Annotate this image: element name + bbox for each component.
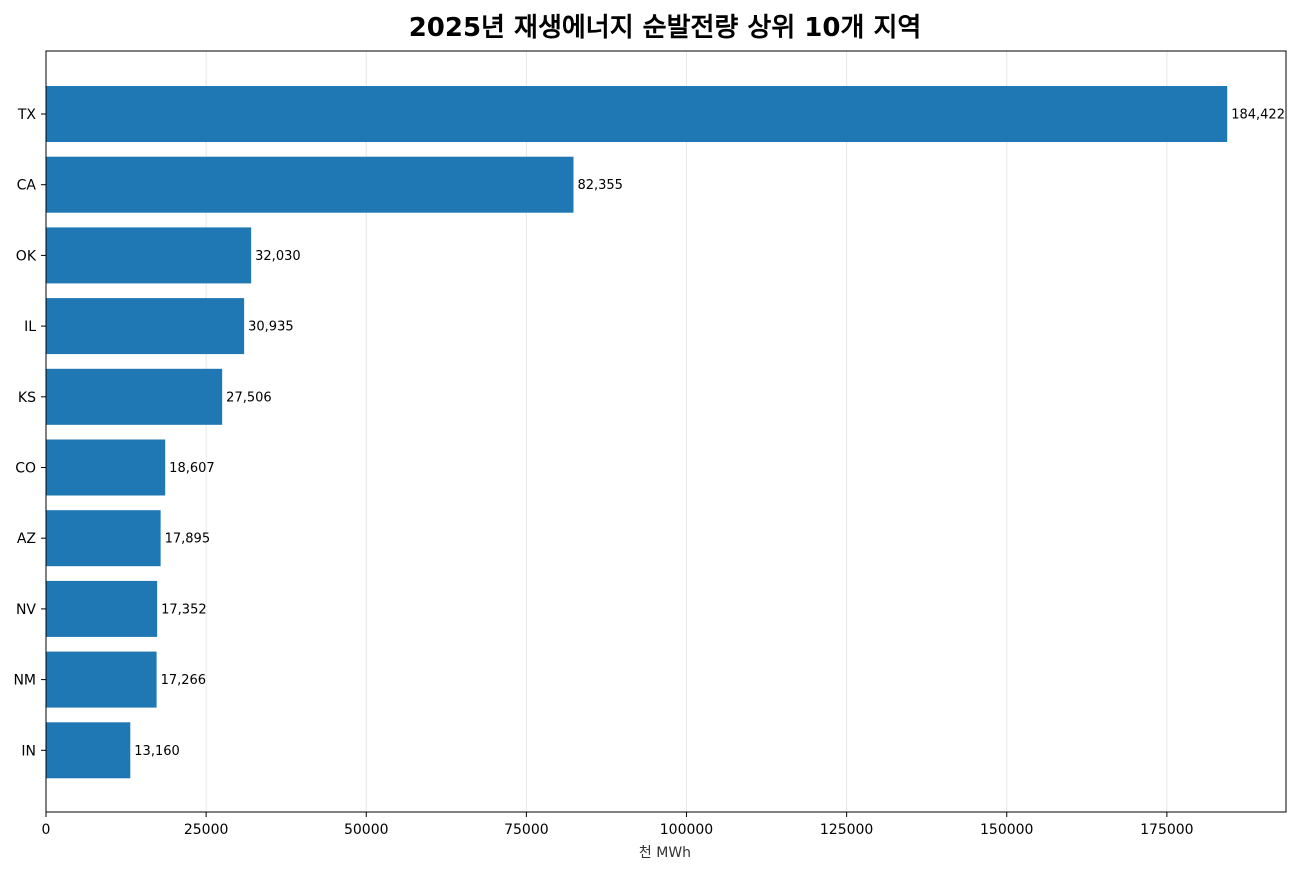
- y-axis-ticks: TX CA OK IL KS CO AZ NV NM IN: [13, 107, 46, 759]
- bar-nm: [46, 651, 157, 708]
- data-labels: 184,422 82,355 32,030 30,935 27,506 18,607 17,…: [134, 108, 1285, 759]
- y-tick-label-in: IN: [21, 743, 36, 759]
- y-tick-label-tx: TX: [17, 107, 37, 123]
- bar-co: [46, 439, 166, 496]
- data-label-il: 30,935: [248, 320, 294, 335]
- data-label-tx: 184,422: [1231, 108, 1285, 123]
- bar-ks: [46, 368, 223, 425]
- y-tick-label-nv: NV: [16, 602, 36, 618]
- data-label-nv: 17,352: [161, 602, 207, 617]
- data-label-az: 17,895: [165, 532, 211, 547]
- x-axis-label: 천 MWh: [639, 845, 691, 861]
- data-label-co: 18,607: [169, 461, 215, 476]
- y-tick-label-co: CO: [15, 461, 36, 477]
- x-tick-label: 75000: [504, 822, 549, 838]
- data-label-ks: 27,506: [226, 390, 272, 405]
- y-tick-label-az: AZ: [17, 531, 36, 547]
- data-label-in: 13,160: [134, 744, 180, 759]
- data-label-ok: 32,030: [255, 249, 300, 264]
- bar-in: [46, 722, 131, 779]
- bars: [46, 86, 1228, 779]
- x-tick-label: 175000: [1140, 822, 1193, 838]
- data-label-ca: 82,355: [577, 178, 623, 193]
- x-tick-label: 125000: [820, 822, 873, 838]
- y-tick-label-ks: KS: [18, 390, 36, 406]
- y-tick-label-nm: NM: [13, 673, 36, 689]
- y-tick-label-ca: CA: [17, 178, 37, 194]
- y-tick-label-il: IL: [24, 319, 36, 335]
- x-tick-label: 50000: [344, 822, 389, 838]
- bar-az: [46, 510, 161, 567]
- x-tick-label: 100000: [660, 822, 713, 838]
- bar-ok: [46, 227, 252, 284]
- data-label-nm: 17,266: [161, 673, 207, 688]
- chart-title: 2025년 재생에너지 순발전량 상위 10개 지역: [409, 13, 922, 43]
- bar-tx: [46, 86, 1228, 142]
- bar-nv: [46, 580, 158, 637]
- x-tick-label: 150000: [980, 822, 1033, 838]
- x-tick-label: 25000: [184, 822, 229, 838]
- bar-ca: [46, 156, 574, 213]
- plot-frame: [45, 50, 1287, 813]
- y-tick-label-ok: OK: [16, 248, 37, 264]
- bar-il: [46, 298, 245, 355]
- x-tick-label: 0: [42, 822, 51, 838]
- x-axis-ticks: 0 25000 50000 75000 100000 125000 150000 175000: [42, 812, 1194, 838]
